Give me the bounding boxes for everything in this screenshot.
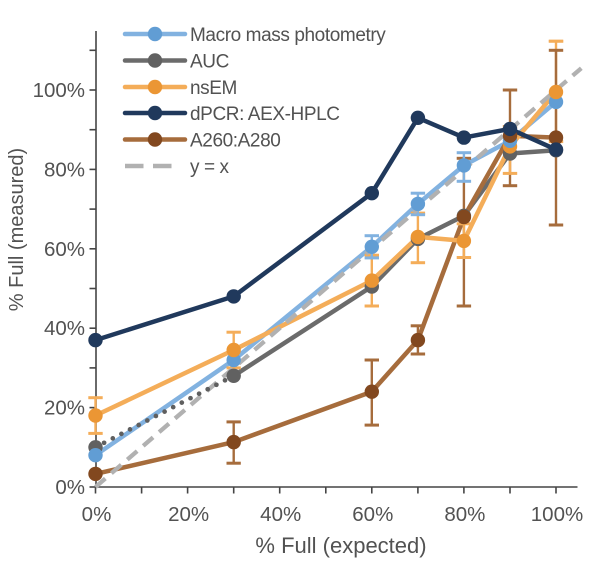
svg-text:0%: 0% — [82, 503, 112, 526]
svg-text:60%: 60% — [44, 238, 85, 261]
svg-text:80%: 80% — [444, 503, 485, 526]
svg-text:dPCR: AEX-HPLC: dPCR: AEX-HPLC — [190, 104, 340, 125]
svg-text:80%: 80% — [44, 158, 85, 181]
svg-text:y = x: y = x — [190, 157, 230, 178]
svg-text:nsEM: nsEM — [190, 78, 237, 99]
svg-text:100%: 100% — [33, 79, 85, 102]
svg-text:40%: 40% — [260, 503, 301, 526]
svg-text:% Full (expected): % Full (expected) — [255, 533, 426, 558]
svg-text:100%: 100% — [531, 503, 583, 526]
svg-text:20%: 20% — [168, 503, 209, 526]
svg-text:AUC: AUC — [190, 52, 229, 73]
svg-text:Macro mass photometry: Macro mass photometry — [190, 25, 386, 46]
svg-text:20%: 20% — [44, 397, 85, 420]
svg-text:60%: 60% — [352, 503, 393, 526]
svg-text:0%: 0% — [55, 476, 85, 499]
svg-text:40%: 40% — [44, 317, 85, 340]
svg-text:% Full (measured): % Full (measured) — [6, 148, 28, 311]
svg-text:A260:A280: A260:A280 — [190, 131, 280, 152]
